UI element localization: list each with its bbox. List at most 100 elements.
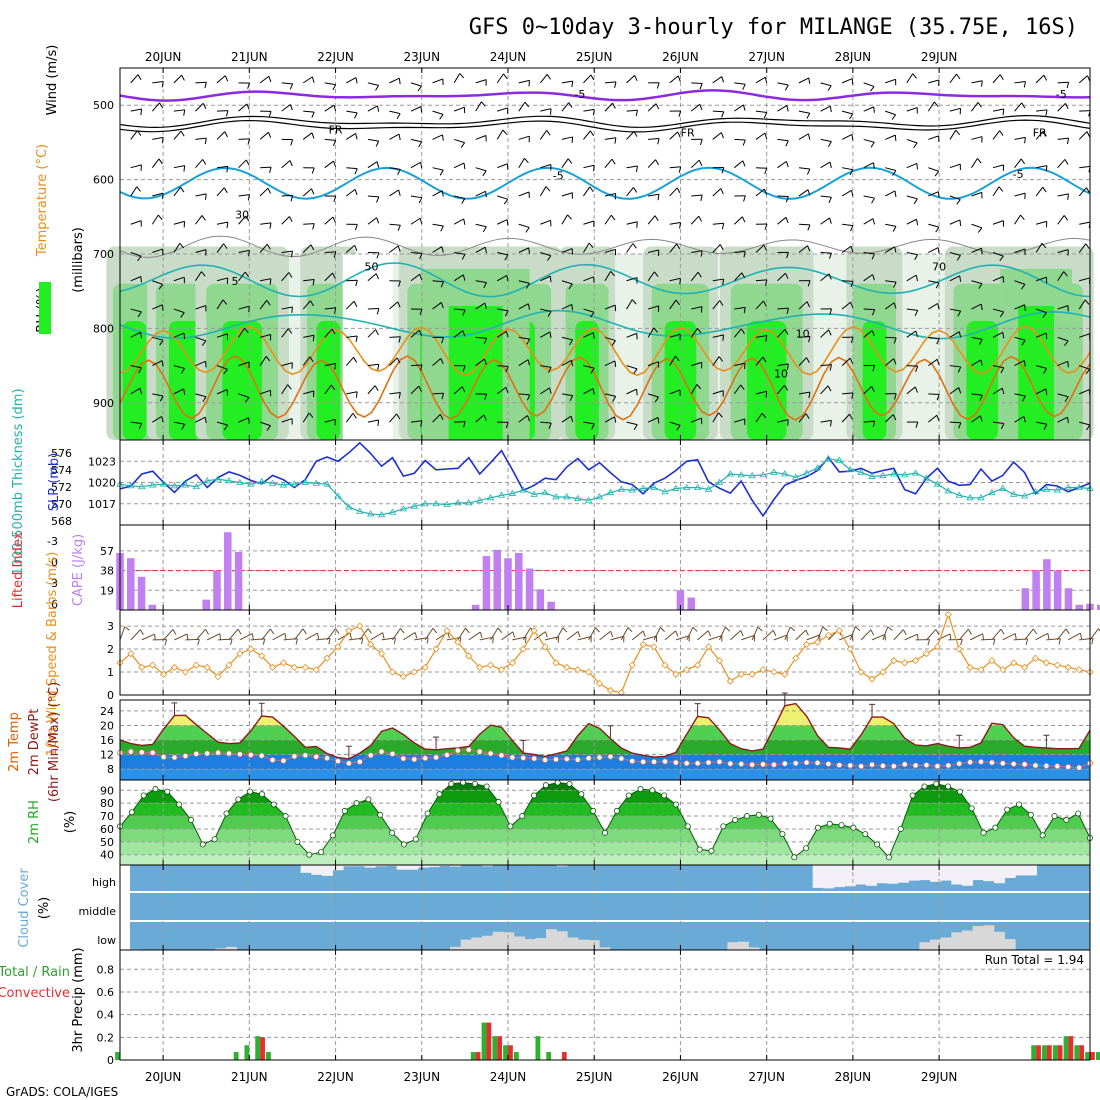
barb-flag	[549, 276, 552, 283]
upper-barb	[367, 105, 380, 112]
barb-flag	[376, 161, 380, 168]
barb-flag	[545, 631, 548, 638]
x-date-label-bottom: 27JUN	[748, 1070, 785, 1084]
precip-conv-bar	[486, 1022, 492, 1060]
barb-staff	[1014, 136, 1026, 140]
barb-flag	[893, 302, 897, 309]
rh-marker	[353, 800, 360, 807]
barb-flag	[330, 384, 336, 391]
barb-flag	[850, 301, 854, 308]
barb-staff	[561, 359, 572, 367]
barb-staff	[1036, 165, 1048, 169]
barb-flag	[956, 73, 961, 80]
upper-barb	[216, 365, 228, 375]
barb-flag	[355, 335, 358, 342]
upper-barb	[367, 307, 380, 315]
upper-barb	[691, 194, 703, 201]
upper-barb	[626, 243, 637, 253]
upper-barb	[798, 357, 810, 366]
wind-speed-marker	[421, 663, 429, 671]
surface-barb	[1035, 632, 1050, 641]
upper-barb	[1035, 388, 1048, 395]
upper-barb	[195, 393, 207, 403]
barb-flag	[1021, 102, 1026, 109]
barb-staff	[497, 195, 508, 200]
barb-flag	[419, 274, 423, 280]
thickness-marker	[1010, 490, 1018, 497]
upper-barb	[453, 162, 466, 170]
barb-staff	[346, 110, 358, 114]
surface-barb	[490, 627, 503, 641]
thickness-marker	[486, 494, 495, 501]
barb-flag	[1066, 82, 1070, 89]
barb-staff	[518, 247, 529, 253]
barb-staff	[777, 160, 787, 169]
barb-staff	[647, 103, 657, 112]
barb-staff	[1057, 249, 1069, 253]
barb-staff	[604, 102, 613, 112]
cape-bar	[471, 604, 480, 610]
upper-barb	[863, 106, 875, 113]
barb-staff	[497, 107, 508, 112]
barb-flag	[653, 327, 659, 333]
upper-barb	[410, 138, 423, 148]
cloud-low-bar	[482, 935, 493, 950]
cloud-high-bar	[887, 865, 899, 884]
surface-barb	[293, 628, 307, 641]
barb-staff	[518, 336, 530, 340]
upper-barb	[561, 248, 573, 255]
rh-marker	[306, 851, 313, 858]
thickness-marker	[683, 483, 691, 491]
barb-staff	[152, 280, 163, 285]
barb-staff	[410, 273, 421, 282]
barb-flag	[375, 329, 379, 336]
barb-staff	[604, 416, 615, 423]
upper-barb	[841, 245, 854, 253]
rh-shading	[106, 246, 1094, 440]
upper-barb	[583, 186, 594, 197]
thickness-marker	[465, 499, 473, 506]
cloud-low-bar	[567, 937, 579, 950]
barb-flag	[161, 137, 164, 144]
upper-barb	[389, 301, 401, 310]
upper-barb	[734, 362, 746, 370]
temp-axis-label: 2m Temp	[7, 712, 22, 772]
barb-flag	[591, 423, 595, 430]
barb-flag	[721, 223, 725, 230]
barb-staff	[453, 218, 464, 225]
barb-staff	[345, 356, 354, 366]
barb-staff	[730, 630, 742, 641]
barb-staff	[971, 247, 982, 253]
cloud-high-bar	[556, 865, 568, 867]
wind-speed-marker	[813, 638, 822, 646]
barb-staff	[755, 390, 767, 395]
barb-flag	[571, 136, 574, 143]
barb-staff	[367, 363, 379, 367]
x-date-label-top: 29JUN	[921, 50, 958, 64]
cape-bar	[1032, 570, 1040, 610]
cloud-low-bar	[578, 939, 589, 950]
barb-staff	[906, 73, 914, 84]
thickness-marker	[704, 485, 713, 492]
precip-conv-bar	[475, 1052, 481, 1060]
barb-flag	[1091, 638, 1094, 645]
barb-staff	[1078, 75, 1088, 84]
upper-barb	[475, 190, 487, 198]
upper-barb	[928, 280, 940, 289]
cloud-high-bar	[450, 865, 461, 867]
barb-flag	[157, 214, 163, 220]
upper-barb	[647, 327, 659, 338]
barb-staff	[708, 635, 723, 641]
barb-staff	[1014, 393, 1026, 397]
barb-staff	[992, 331, 1004, 338]
barb-flag	[916, 163, 918, 170]
upper-barb	[712, 356, 724, 366]
rh-bands	[120, 782, 1090, 865]
barb-staff	[367, 329, 377, 338]
surface-barb	[152, 639, 168, 646]
barb-staff	[906, 308, 918, 311]
upper-barb	[216, 243, 228, 253]
barb-flag	[956, 255, 961, 261]
upper-barb	[389, 336, 401, 343]
y-tick-temp: 12	[100, 749, 114, 762]
